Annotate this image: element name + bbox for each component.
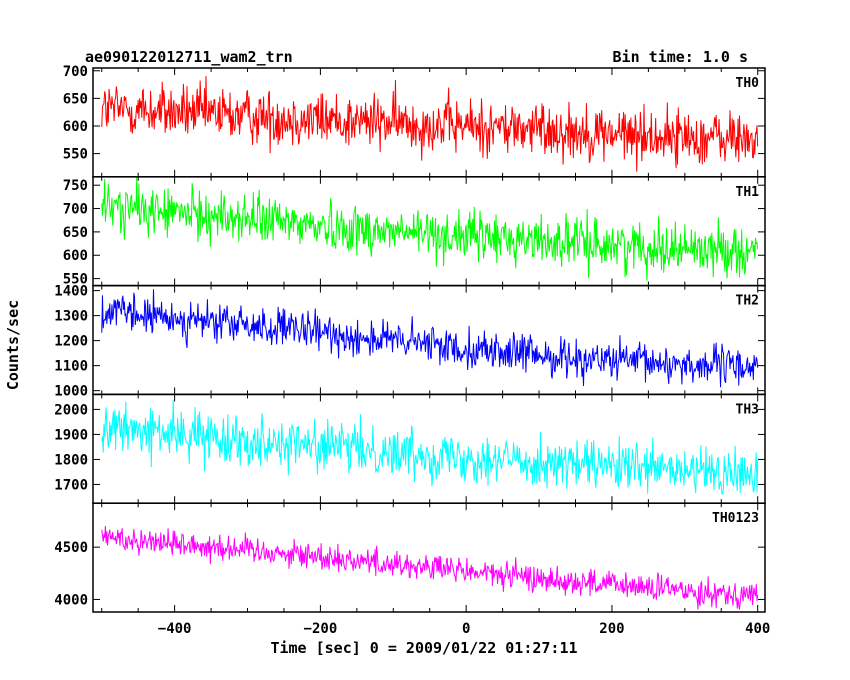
x-axis-title: Time [sec] 0 = 2009/01/22 01:27:11 <box>270 639 577 657</box>
panel-name-label: TH1 <box>736 185 760 200</box>
y-tick-label: 650 <box>63 91 88 107</box>
y-tick-label: 550 <box>63 272 88 288</box>
y-tick-label: 700 <box>63 202 88 218</box>
object-title: ae090122012711_wam2_trn <box>85 48 293 66</box>
x-tick-label: 400 <box>745 621 770 637</box>
panel-name-label: TH0 <box>736 76 760 91</box>
y-tick-label: 1000 <box>54 384 88 400</box>
panel-th1: 550 600 650 700 750 TH1 <box>63 176 766 288</box>
x-axis: −400 −200 0 200 400 <box>158 621 771 637</box>
y-tick-label: 1100 <box>54 359 88 375</box>
x-tick-label: −200 <box>304 621 338 637</box>
panel-name-label: TH3 <box>736 402 759 417</box>
bin-time-label: Bin time: 1.0 s <box>613 48 748 66</box>
y-tick-label: 700 <box>63 64 88 80</box>
panel-th0: 550 600 650 700 TH0 <box>63 64 766 178</box>
panel-frame <box>92 502 766 613</box>
series-th2-line <box>101 289 759 388</box>
y-tick-label: 600 <box>63 248 88 264</box>
y-axis-title: Counts/sec <box>4 300 22 390</box>
panel-th0123: 4000 4500 TH0123 <box>54 502 766 613</box>
panel-name-label: TH0123 <box>712 511 759 526</box>
panel-th3: 1700 1800 1900 2000 TH3 <box>54 393 766 504</box>
panel-frame <box>92 393 766 504</box>
y-tick-label: 4500 <box>54 540 88 556</box>
y-tick-label: 1400 <box>54 284 88 300</box>
y-tick-label: 4000 <box>54 592 88 608</box>
y-tick-label: 1800 <box>54 452 88 468</box>
x-tick-label: 0 <box>462 621 470 637</box>
panel-name-label: TH2 <box>736 294 759 309</box>
x-tick-label: 200 <box>599 621 624 637</box>
series-th3-line <box>101 399 759 495</box>
series-th0-line <box>101 76 759 172</box>
y-tick-label: 600 <box>63 119 88 135</box>
y-tick-label: 1300 <box>54 309 88 325</box>
y-tick-label: 650 <box>63 225 88 241</box>
panel-stack: 550 600 650 700 TH0 550 600 650 700 750 TH1 1000 110… <box>54 64 766 613</box>
y-tick-label: 1900 <box>54 427 88 443</box>
y-tick-label: 1200 <box>54 334 88 350</box>
series-th0123-line <box>101 525 759 610</box>
y-tick-label: 750 <box>63 178 88 194</box>
y-tick-label: 2000 <box>54 402 88 418</box>
x-tick-label: −400 <box>158 621 192 637</box>
series-th1-line <box>101 176 759 281</box>
panel-th2: 1000 1100 1200 1300 1400 TH2 <box>54 284 766 400</box>
y-tick-label: 550 <box>63 147 88 163</box>
y-tick-label: 1700 <box>54 477 88 493</box>
